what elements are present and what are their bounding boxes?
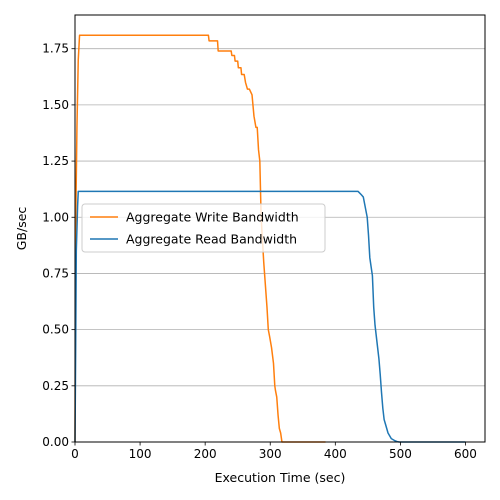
y-tick-label: 1.25	[42, 154, 69, 168]
series-layer	[74, 34, 466, 443]
y-tick-label: 0.25	[42, 379, 69, 393]
legend: Aggregate Write Bandwidth Aggregate Read…	[81, 203, 326, 253]
y-tick-label: 1.00	[42, 210, 69, 224]
x-tick-label: 500	[389, 447, 412, 461]
read-bandwidth-line	[74, 190, 466, 443]
y-tick-label: 0.75	[42, 266, 69, 280]
x-tick-label: 200	[194, 447, 217, 461]
x-tick-label: 100	[129, 447, 152, 461]
write-bandwidth-line	[74, 34, 326, 443]
y-tick-label: 1.75	[42, 42, 69, 56]
x-tick-label: 0	[71, 447, 79, 461]
legend-label-read: Aggregate Read Bandwidth	[126, 232, 297, 247]
legend-box	[81, 203, 326, 253]
y-tick-label: 1.50	[42, 98, 69, 112]
x-tick-label: 400	[324, 447, 347, 461]
x-tick-label: 300	[259, 447, 282, 461]
y-axis: 0.00 0.25 0.50 0.75 1.00 1.25 1.50 1.75	[42, 42, 75, 449]
x-tick-label: 600	[454, 447, 477, 461]
plot-frame	[74, 14, 486, 443]
y-axis-label: GB/sec	[14, 207, 29, 251]
y-tick-label: 0.50	[42, 323, 69, 337]
x-axis: 0 100 200 300 400 500 600	[71, 442, 477, 461]
legend-label-write: Aggregate Write Bandwidth	[126, 210, 299, 225]
x-axis-label: Execution Time (sec)	[215, 470, 346, 485]
y-tick-label: 0.00	[42, 435, 69, 449]
